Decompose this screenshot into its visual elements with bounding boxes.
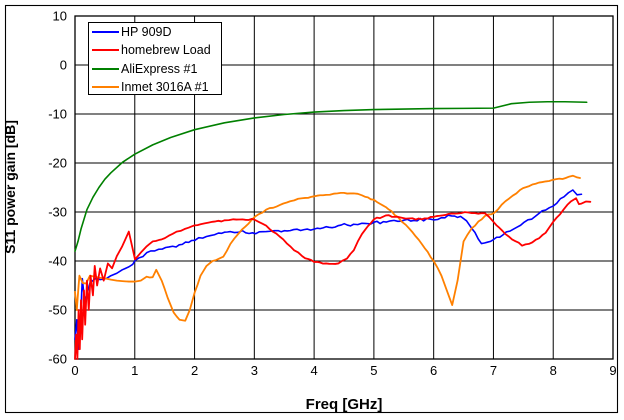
svg-text:6: 6: [430, 363, 437, 378]
svg-text:-30: -30: [48, 205, 67, 220]
svg-text:4: 4: [310, 363, 317, 378]
svg-text:-20: -20: [48, 156, 67, 171]
svg-text:-40: -40: [48, 254, 67, 269]
svg-text:-50: -50: [48, 303, 67, 318]
svg-text:8: 8: [550, 363, 557, 378]
svg-text:5: 5: [370, 363, 377, 378]
svg-text:3: 3: [251, 363, 258, 378]
svg-text:0: 0: [71, 363, 78, 378]
svg-text:7: 7: [490, 363, 497, 378]
svg-text:9: 9: [609, 363, 616, 378]
svg-text:-10: -10: [48, 107, 67, 122]
svg-text:1: 1: [131, 363, 138, 378]
svg-text:10: 10: [53, 9, 67, 24]
svg-text:-60: -60: [48, 352, 67, 367]
svg-text:2: 2: [191, 363, 198, 378]
svg-text:0: 0: [60, 58, 67, 73]
